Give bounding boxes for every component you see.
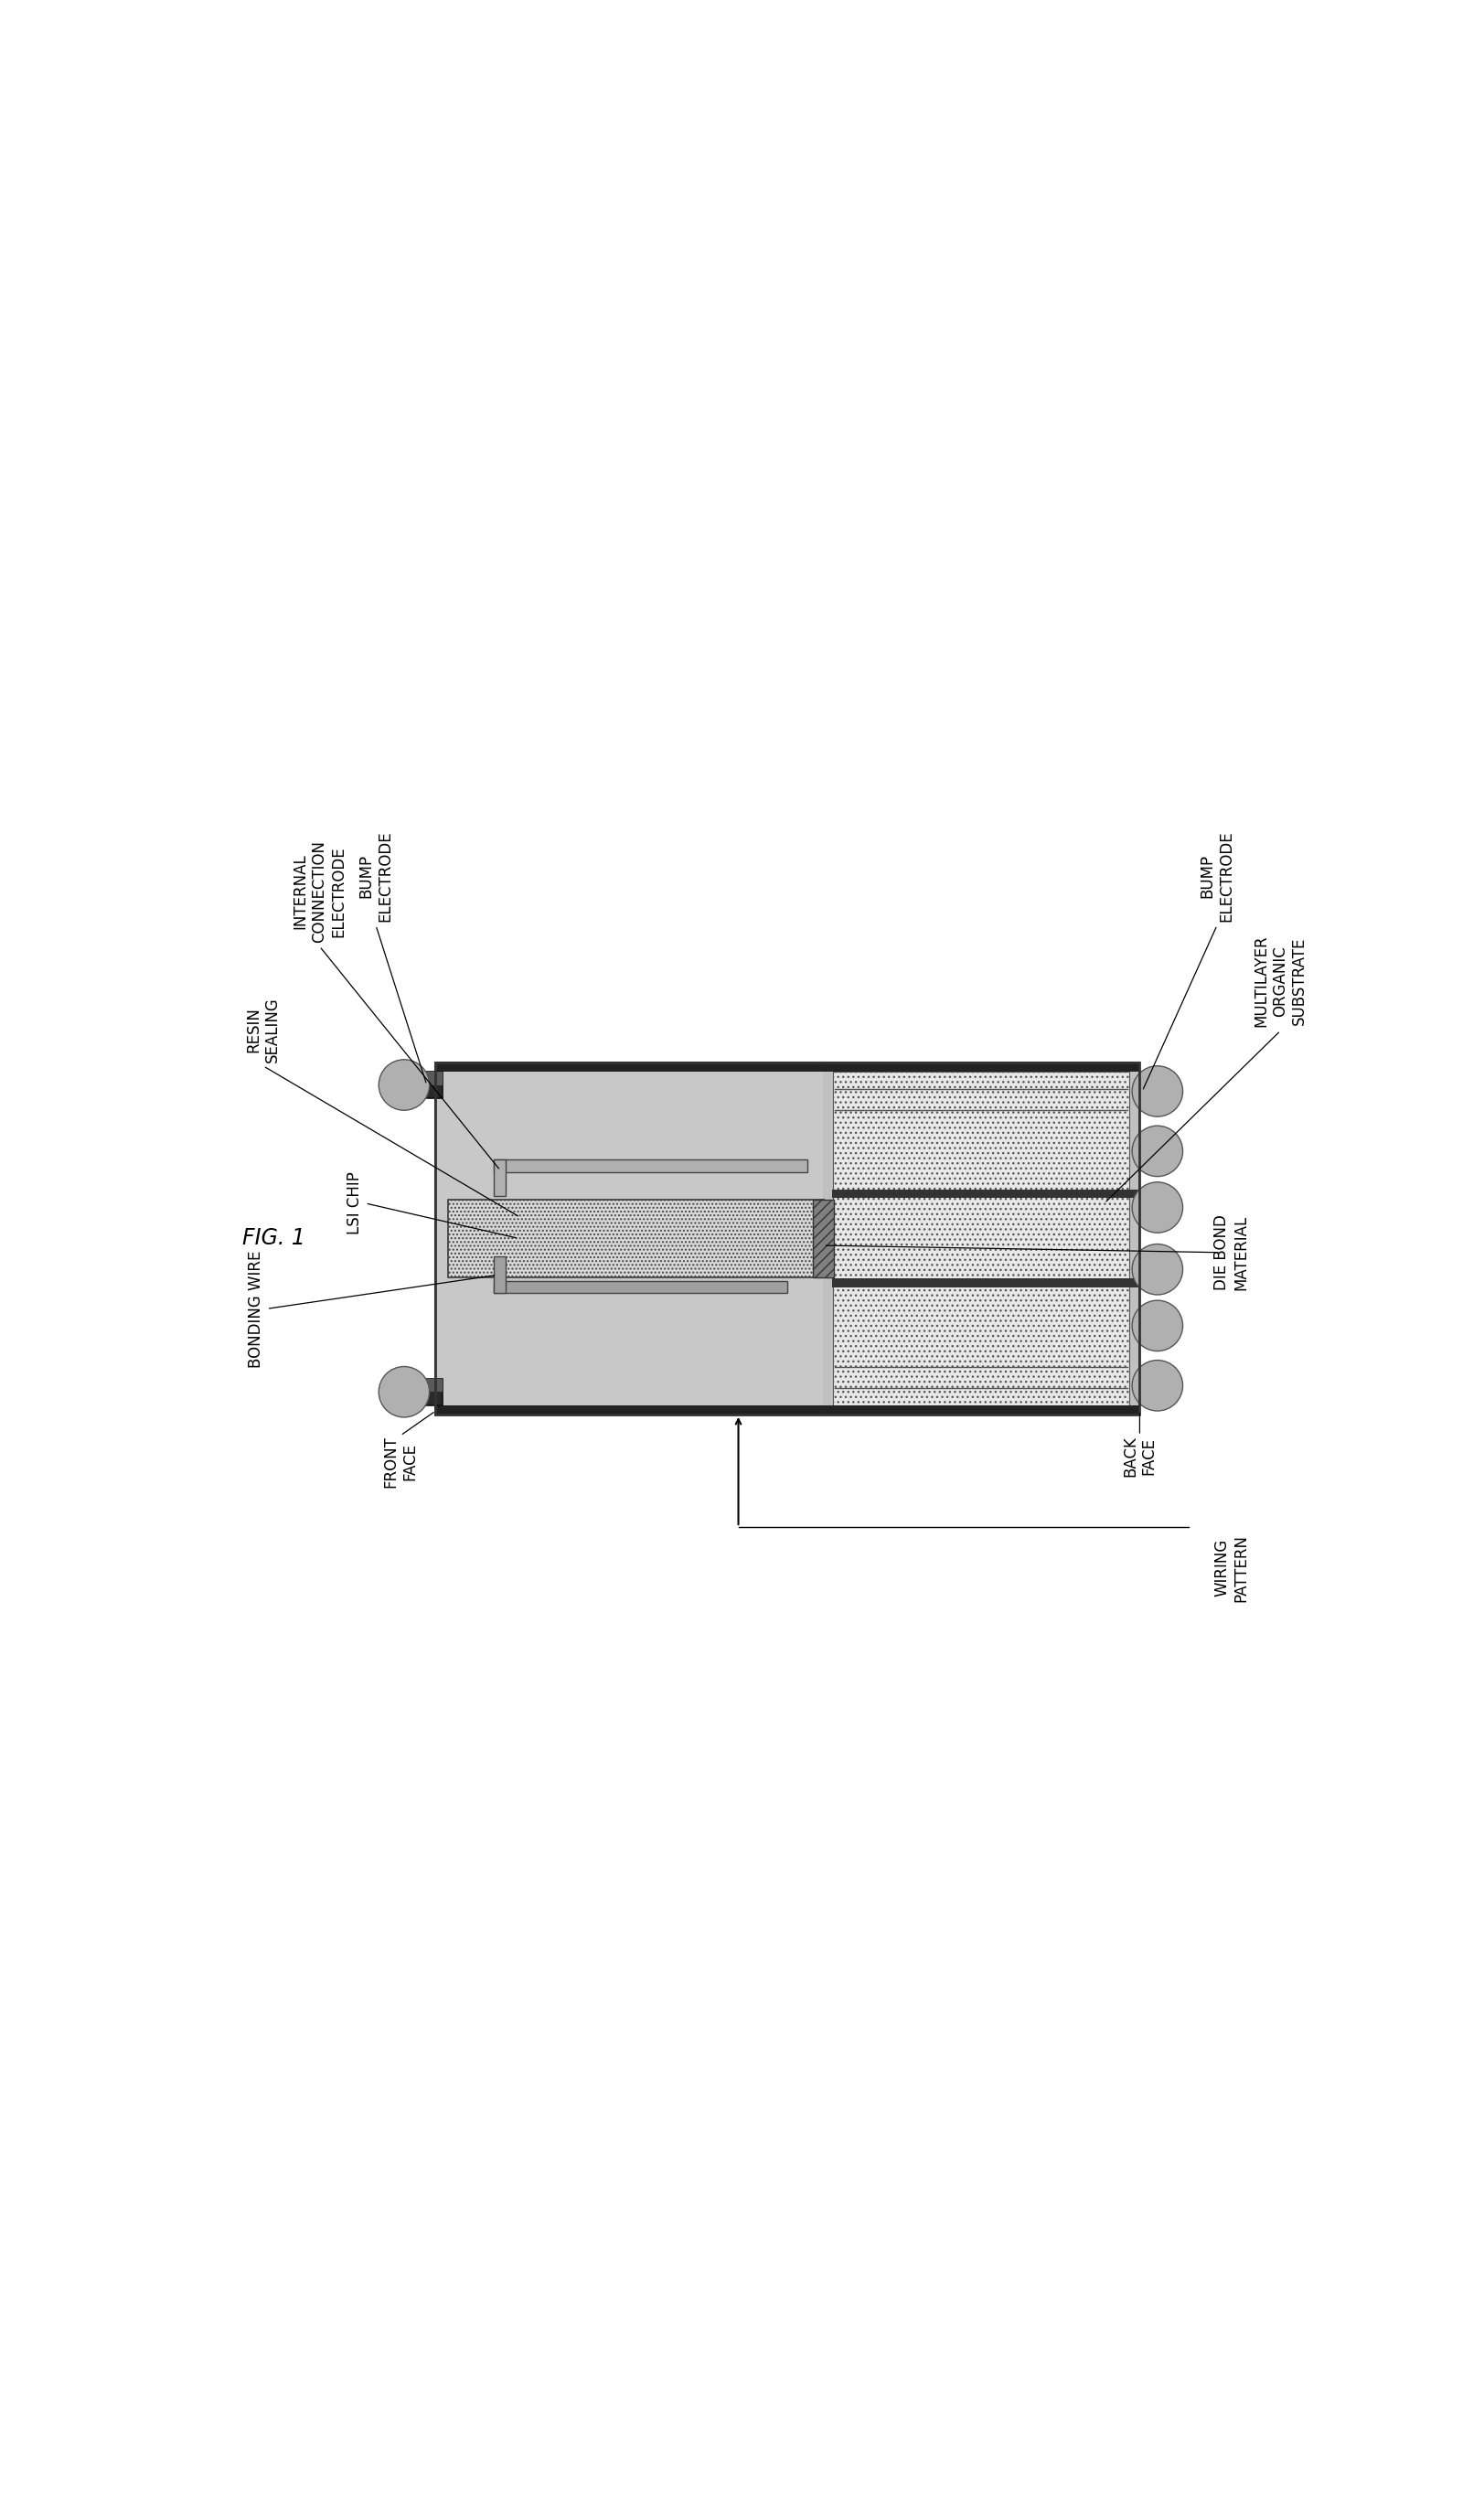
Bar [436, 1072, 822, 1404]
Bar [448, 1200, 824, 1277]
Bar [436, 1062, 1140, 1072]
Text: BONDING WIRE: BONDING WIRE [248, 1250, 264, 1367]
Bar [833, 1279, 1140, 1287]
Text: WIRING
PATTERN: WIRING PATTERN [1214, 1534, 1250, 1602]
Text: BUMP
ELECTRODE: BUMP ELECTRODE [1199, 830, 1235, 922]
Bar [813, 1200, 834, 1277]
Text: BUMP
ELECTRODE: BUMP ELECTRODE [358, 830, 393, 922]
Ellipse shape [1132, 1245, 1183, 1294]
Bar [436, 1062, 822, 1414]
Bar [413, 1072, 442, 1097]
Bar [413, 1379, 442, 1392]
Text: RESIN
SEALING: RESIN SEALING [245, 997, 280, 1062]
Bar [436, 1062, 1140, 1414]
Text: BACK
FACE: BACK FACE [1122, 1434, 1158, 1477]
Bar [834, 1072, 1129, 1404]
Ellipse shape [1132, 1299, 1183, 1352]
Bar [436, 1404, 1140, 1414]
Bar [493, 1279, 788, 1294]
Bar [819, 1062, 1140, 1414]
Bar [413, 1072, 442, 1085]
Text: DIE BOND
MATERIAL: DIE BOND MATERIAL [1214, 1215, 1250, 1289]
Bar [493, 1160, 807, 1172]
Text: LSI CHIP: LSI CHIP [346, 1172, 364, 1235]
Text: INTERNAL
CONNECTION
ELECTRODE: INTERNAL CONNECTION ELECTRODE [292, 840, 347, 942]
Ellipse shape [378, 1367, 429, 1417]
Text: MULTILAYER
ORGANIC
SUBSTRATE: MULTILAYER ORGANIC SUBSTRATE [1254, 935, 1307, 1027]
Bar [413, 1379, 442, 1404]
Ellipse shape [1132, 1182, 1183, 1232]
Ellipse shape [378, 1060, 429, 1110]
Bar [493, 1257, 506, 1294]
Bar [493, 1160, 506, 1197]
Bar [833, 1190, 1140, 1200]
Text: FRONT
FACE: FRONT FACE [383, 1434, 418, 1487]
Ellipse shape [1132, 1125, 1183, 1177]
Ellipse shape [1132, 1359, 1183, 1412]
Ellipse shape [1132, 1067, 1183, 1117]
Text: FIG. 1: FIG. 1 [242, 1227, 306, 1250]
